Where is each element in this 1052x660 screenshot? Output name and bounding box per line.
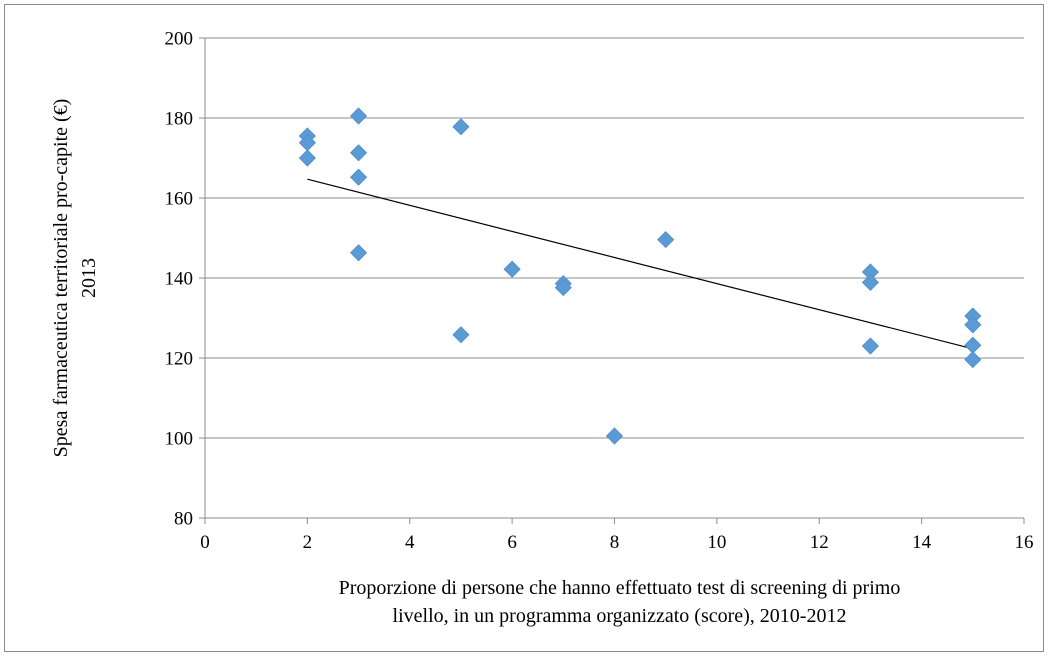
y-tick-label: 160 xyxy=(165,189,194,210)
chart-frame xyxy=(4,4,1044,652)
data-points xyxy=(298,107,982,445)
trendline xyxy=(307,178,973,350)
data-point xyxy=(349,168,368,186)
data-point xyxy=(452,326,470,344)
axes xyxy=(199,37,1025,524)
x-tick-label: 0 xyxy=(200,532,210,553)
x-tick-label: 6 xyxy=(507,532,517,553)
x-axis-title-line: Proporzione di persone che hanno effettu… xyxy=(339,577,901,599)
x-tick-label: 14 xyxy=(912,532,932,553)
y-tick-label: 120 xyxy=(165,349,194,370)
x-tick-label: 8 xyxy=(610,532,620,553)
x-tick-label: 12 xyxy=(810,532,829,553)
grid-lines xyxy=(205,37,1024,439)
y-tick-label: 200 xyxy=(165,29,194,50)
data-point xyxy=(964,336,982,354)
y-tick-label: 100 xyxy=(165,429,194,450)
x-tick-label: 10 xyxy=(707,532,726,553)
data-point xyxy=(349,107,368,125)
data-point xyxy=(861,273,880,291)
data-point xyxy=(298,149,316,167)
data-point xyxy=(964,351,982,369)
y-axis-title-line: 2013 xyxy=(78,258,100,298)
x-tick-label: 16 xyxy=(1015,532,1034,553)
data-point xyxy=(349,244,368,262)
y-axis-title-line: Spesa farmaceutica territoriale pro-capi… xyxy=(50,99,72,458)
tick-labels: 80 100 120 140 160 180 200 0 2 4 6 8 10 12 14 16 xyxy=(165,29,1034,554)
y-tick-label: 140 xyxy=(165,269,194,290)
data-point xyxy=(452,118,470,136)
data-point xyxy=(861,337,880,355)
data-point xyxy=(605,427,624,445)
x-tick-label: 2 xyxy=(303,532,313,553)
x-tick-label: 4 xyxy=(405,532,415,553)
data-point xyxy=(349,144,368,162)
data-point xyxy=(657,231,675,249)
data-point xyxy=(964,316,982,334)
x-axis-title-line: livello, in un programma organizzato (sc… xyxy=(393,605,847,627)
y-tick-label: 180 xyxy=(165,109,194,130)
axis-titles: Proporzione di persone che hanno effettu… xyxy=(50,99,900,627)
data-point xyxy=(554,279,572,297)
y-tick-label: 80 xyxy=(174,509,193,530)
trendline-segment xyxy=(307,178,973,350)
data-point xyxy=(503,260,521,278)
